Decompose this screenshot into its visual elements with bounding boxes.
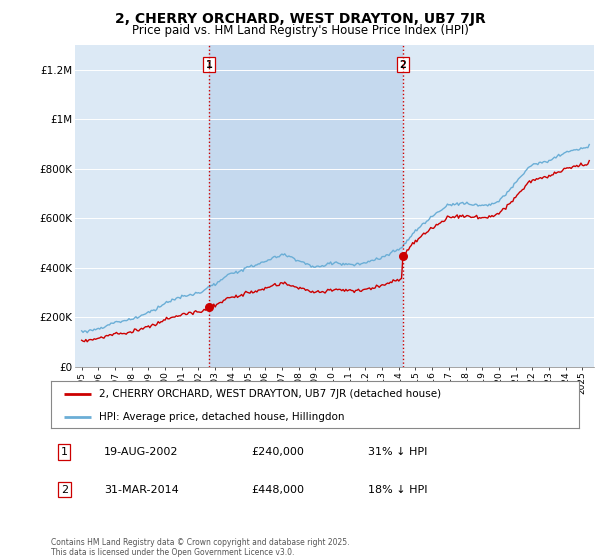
Text: 31-MAR-2014: 31-MAR-2014 [104, 484, 179, 494]
Text: HPI: Average price, detached house, Hillingdon: HPI: Average price, detached house, Hill… [98, 412, 344, 422]
Point [205, 303, 214, 312]
Point [398, 251, 407, 260]
Text: 2: 2 [400, 59, 406, 69]
Text: 19-AUG-2002: 19-AUG-2002 [104, 447, 178, 457]
Text: 18% ↓ HPI: 18% ↓ HPI [368, 484, 427, 494]
Text: 2, CHERRY ORCHARD, WEST DRAYTON, UB7 7JR: 2, CHERRY ORCHARD, WEST DRAYTON, UB7 7JR [115, 12, 485, 26]
Text: 2, CHERRY ORCHARD, WEST DRAYTON, UB7 7JR (detached house): 2, CHERRY ORCHARD, WEST DRAYTON, UB7 7JR… [98, 389, 440, 399]
Text: £240,000: £240,000 [251, 447, 305, 457]
Bar [209, 45, 403, 367]
Text: £448,000: £448,000 [251, 484, 305, 494]
Text: Contains HM Land Registry data © Crown copyright and database right 2025.
This d: Contains HM Land Registry data © Crown c… [51, 538, 349, 557]
Text: Price paid vs. HM Land Registry's House Price Index (HPI): Price paid vs. HM Land Registry's House … [131, 24, 469, 36]
Text: 1: 1 [206, 59, 212, 69]
Text: 2: 2 [61, 484, 68, 494]
Text: 31% ↓ HPI: 31% ↓ HPI [368, 447, 427, 457]
Text: 1: 1 [61, 447, 68, 457]
